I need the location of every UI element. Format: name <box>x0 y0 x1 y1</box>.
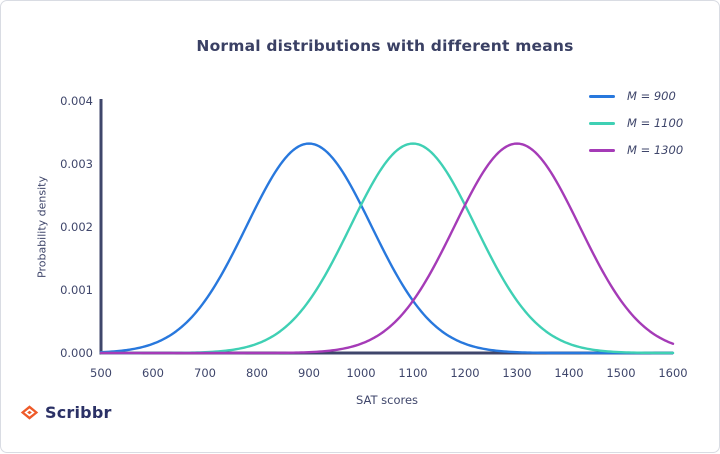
x-tick-label: 500 <box>90 366 112 380</box>
x-tick-label: 1600 <box>658 366 687 380</box>
legend-item: M = 900 <box>589 89 683 103</box>
x-tick-label: 1200 <box>450 366 479 380</box>
logo-text: Scribbr <box>45 403 112 422</box>
x-tick-label: 900 <box>298 366 320 380</box>
legend: M = 900 M = 1100 M = 1300 <box>589 89 683 157</box>
y-tick-label: 0.001 <box>60 283 93 297</box>
legend-label: M = 1300 <box>627 143 684 157</box>
y-tick-label: 0.003 <box>60 157 93 171</box>
x-tick-label: 1100 <box>398 366 427 380</box>
x-tick-label: 1500 <box>606 366 635 380</box>
legend-swatch <box>589 148 615 152</box>
legend-item: M = 1300 <box>589 143 683 157</box>
x-tick-label: 1000 <box>346 366 375 380</box>
chart-title: Normal distributions with different mean… <box>196 37 574 55</box>
legend-swatch <box>589 94 615 98</box>
legend-label: M = 1100 <box>627 116 684 130</box>
curve-m-1300 <box>99 142 675 355</box>
x-tick-label: 600 <box>142 366 164 380</box>
x-tick-label: 800 <box>246 366 268 380</box>
y-tick-label: 0.004 <box>60 94 93 108</box>
legend-label: M = 900 <box>627 89 676 103</box>
scribbr-logo: Scribbr <box>20 403 112 422</box>
y-tick-label: 0.000 <box>60 346 93 360</box>
y-tick-label: 0.002 <box>60 220 93 234</box>
graduation-cap-icon <box>20 405 39 420</box>
x-tick-label: 700 <box>194 366 216 380</box>
curve-m-900 <box>99 142 675 355</box>
y-axis-label: Probability density <box>35 176 49 278</box>
x-tick-label: 1300 <box>502 366 531 380</box>
x-axis-label: SAT scores <box>355 393 419 407</box>
axes-line <box>99 99 673 355</box>
x-tick-label: 1400 <box>554 366 583 380</box>
legend-swatch <box>589 121 615 125</box>
legend-item: M = 1100 <box>589 116 683 130</box>
